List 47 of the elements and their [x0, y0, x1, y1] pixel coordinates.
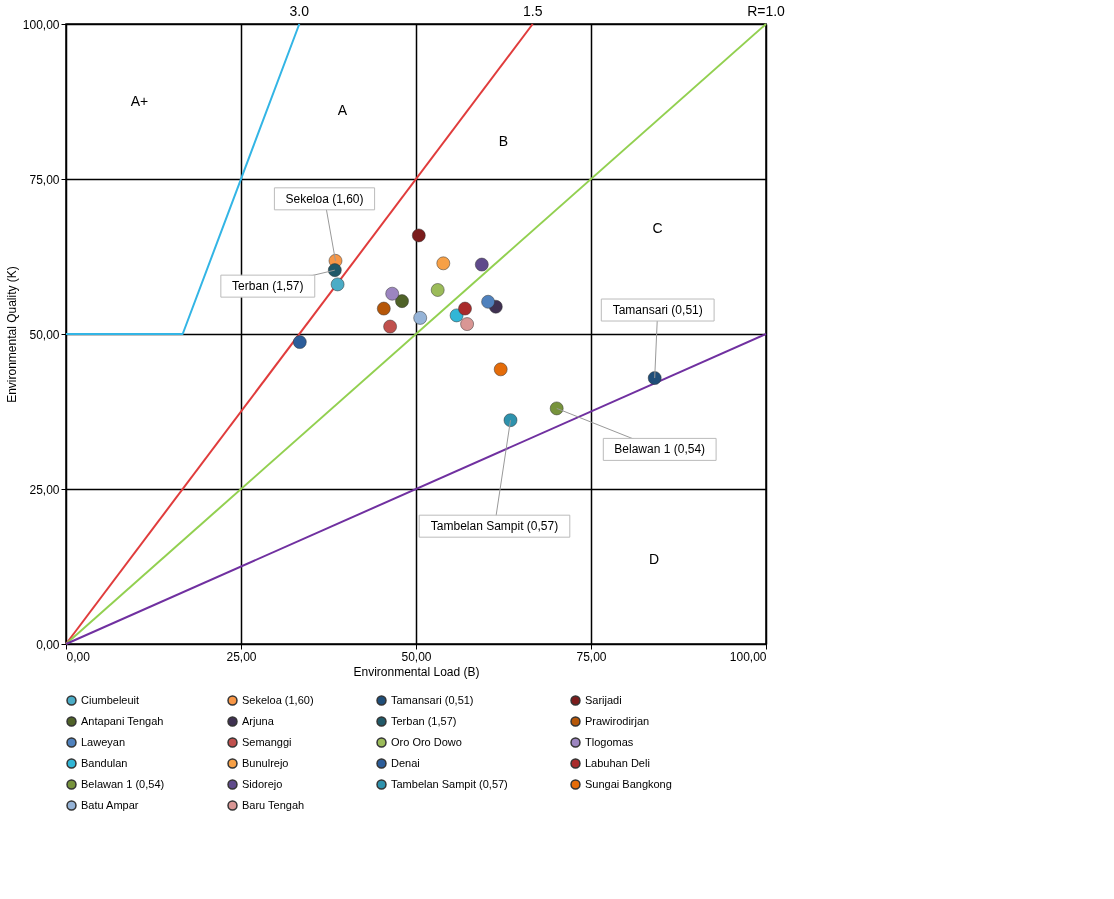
legend-label: Tamansari (0,51)	[391, 693, 474, 706]
y-tick-label: 100,00	[22, 17, 60, 32]
annotation: A	[337, 101, 348, 118]
legend-label: Bandulan	[81, 756, 128, 769]
legend-label: Labuhan Deli	[585, 756, 650, 769]
annotation: Belawan 1 (0,54)	[614, 442, 706, 457]
annotation: C	[652, 219, 663, 236]
legend-label: Oro Oro Dowo	[391, 735, 462, 748]
annotation: Tambelan Sampit (0,57)	[430, 519, 559, 534]
annotation: A+	[130, 92, 149, 109]
legend-label: Sidorejo	[242, 777, 283, 790]
x-tick-label: 25,00	[226, 649, 257, 664]
legend-label: Tlogomas	[585, 735, 634, 748]
legend-label: Batu Ampar	[81, 798, 139, 811]
y-axis-title: Environmental Quality (K)	[4, 266, 19, 403]
y-tick-label: 25,00	[29, 482, 60, 497]
annotation: Tamansari (0,51)	[612, 303, 703, 318]
legend-label: Terban (1,57)	[391, 714, 457, 727]
legend-label: Belawan 1 (0,54)	[81, 777, 165, 790]
legend-label: Denai	[391, 756, 420, 769]
series-label: R=1.0	[747, 3, 786, 19]
x-tick-label: 75,00	[576, 649, 607, 664]
legend-label: Antapani Tengah	[81, 714, 164, 727]
x-tick-label: 50,00	[401, 649, 432, 664]
x-axis-title: Environmental Load (B)	[353, 664, 480, 679]
legend-label: Laweyan	[81, 735, 126, 748]
legend-label: Baru Tengah	[242, 798, 305, 811]
annotation: Terban (1,57)	[232, 279, 304, 294]
x-tick-label: 0,00	[66, 649, 91, 664]
series-label: 3.0	[289, 3, 310, 19]
legend-label: Tambelan Sampit (0,57)	[391, 777, 508, 790]
y-tick-label: 75,00	[29, 172, 60, 187]
x-tick-label: 100,00	[729, 649, 767, 664]
legend-label: Sarijadi	[585, 693, 622, 706]
y-tick-label: 0,00	[36, 637, 60, 652]
annotation: D	[648, 551, 660, 568]
y-tick-label: 50,00	[29, 327, 60, 342]
legend-label: Sekeloa (1,60)	[242, 693, 314, 706]
legend-label: Sungai Bangkong	[585, 777, 672, 790]
series-label: 1.5	[522, 3, 543, 19]
annotation: Sekeloa (1,60)	[285, 191, 364, 206]
legend-label: Semanggi	[242, 735, 292, 748]
legend-label: Arjuna	[242, 714, 275, 727]
legend-label: Prawirodirjan	[585, 714, 650, 727]
legend-label: Bunulrejo	[242, 756, 289, 769]
annotation: B	[498, 132, 509, 149]
legend-label: Ciumbeleuit	[81, 693, 140, 706]
